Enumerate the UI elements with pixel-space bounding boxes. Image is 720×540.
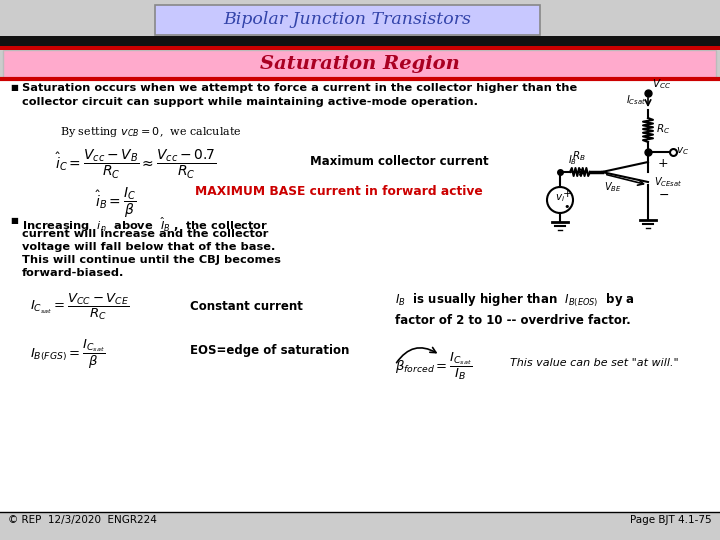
Text: $I_{Csat}$: $I_{Csat}$	[626, 93, 647, 107]
Text: Saturation Region: Saturation Region	[260, 55, 460, 73]
Text: $I_B$  is usually higher than  $I_{B(EOS)}$  by a
factor of 2 to 10 -- overdrive: $I_B$ is usually higher than $I_{B(EOS)}…	[395, 292, 635, 327]
Bar	[0, 79, 720, 512]
Text: $R_B$: $R_B$	[572, 149, 586, 163]
Text: $I_{B(FGS)} = \dfrac{I_{C_{sat}}}{\beta}$: $I_{B(FGS)} = \dfrac{I_{C_{sat}}}{\beta}…	[30, 337, 105, 370]
Text: ■: ■	[10, 83, 18, 92]
Text: $\hat{i}_C = \dfrac{V_{cc} - V_B}{R_C} \approx \dfrac{V_{cc} - 0.7}{R_C}$: $\hat{i}_C = \dfrac{V_{cc} - V_B}{R_C} \…	[55, 148, 217, 181]
Text: $v_C$: $v_C$	[676, 145, 689, 157]
Bar	[3, 50, 716, 78]
Text: By setting $v_{CB} = 0$,  we calculate: By setting $v_{CB} = 0$, we calculate	[60, 125, 242, 139]
Text: $I_B$: $I_B$	[568, 153, 577, 167]
Text: +: +	[563, 189, 572, 199]
Text: Increasing  $i_n$  above  $\hat{I}_B$ ,  the collector: Increasing $i_n$ above $\hat{I}_B$ , the…	[22, 216, 269, 234]
Text: $v_i$: $v_i$	[555, 192, 565, 204]
Text: $V_{BE}$: $V_{BE}$	[604, 180, 621, 194]
Text: +: +	[658, 157, 669, 170]
Text: •: •	[563, 202, 570, 212]
Text: This will continue until the CBJ becomes: This will continue until the CBJ becomes	[22, 255, 281, 265]
Text: Bipolar Junction Transistors: Bipolar Junction Transistors	[223, 11, 471, 29]
Text: MAXIMUM BASE current in forward active: MAXIMUM BASE current in forward active	[195, 185, 482, 198]
Text: © REP  12/3/2020  ENGR224: © REP 12/3/2020 ENGR224	[8, 515, 157, 525]
Text: This value can be set "at will.": This value can be set "at will."	[510, 358, 679, 368]
Text: $\beta_{forced} = \dfrac{I_{C_{sat}}}{I_B}$: $\beta_{forced} = \dfrac{I_{C_{sat}}}{I_…	[395, 350, 472, 382]
FancyBboxPatch shape	[155, 5, 540, 35]
Text: current will increase and the collector: current will increase and the collector	[22, 229, 269, 239]
Text: Maximum collector current: Maximum collector current	[310, 155, 489, 168]
Text: $\hat{i}_B = \dfrac{I_C}{\beta}$: $\hat{i}_B = \dfrac{I_C}{\beta}$	[95, 185, 136, 220]
FancyArrowPatch shape	[397, 347, 436, 363]
Text: Constant current: Constant current	[190, 300, 303, 313]
Text: $I_{C_{sat}} = \dfrac{V_{CC} - V_{CE}}{R_C}$: $I_{C_{sat}} = \dfrac{V_{CC} - V_{CE}}{R…	[30, 292, 130, 322]
Text: voltage will fall below that of the base.: voltage will fall below that of the base…	[22, 242, 275, 252]
Text: ■: ■	[10, 216, 18, 225]
Bar	[0, 36, 720, 46]
Text: $-$: $-$	[658, 188, 669, 201]
Text: Page BJT 4.1-75: Page BJT 4.1-75	[631, 515, 712, 525]
Text: forward-biased.: forward-biased.	[22, 268, 125, 278]
Text: Saturation occurs when we attempt to force a current in the collector higher tha: Saturation occurs when we attempt to for…	[22, 83, 577, 106]
Text: $R_C$: $R_C$	[656, 122, 670, 136]
Text: $V_{CC}$: $V_{CC}$	[652, 77, 671, 91]
Bar	[0, 46, 720, 50]
Text: $V_{CEsat}$: $V_{CEsat}$	[654, 175, 683, 189]
Text: EOS=edge of saturation: EOS=edge of saturation	[190, 344, 349, 357]
